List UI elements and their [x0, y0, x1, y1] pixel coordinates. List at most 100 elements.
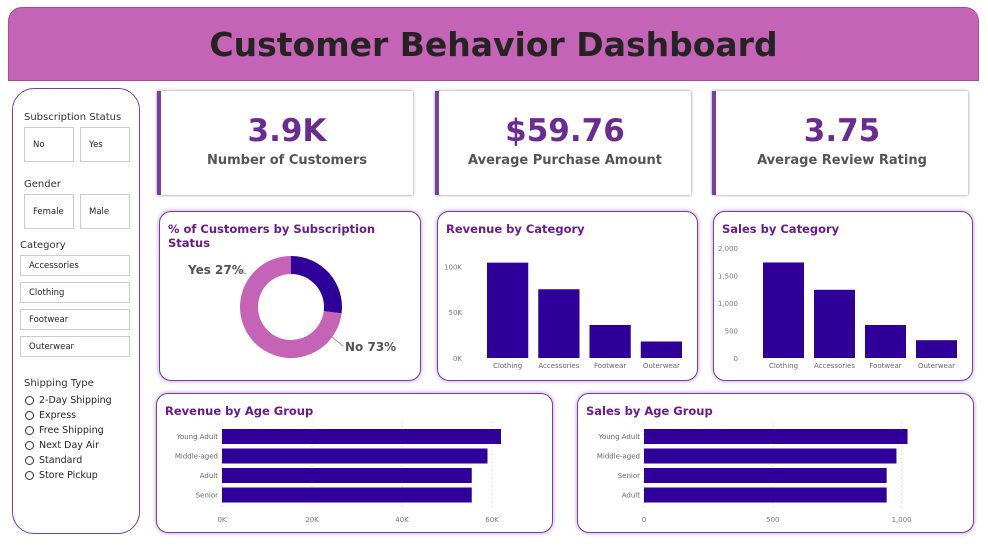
bar-adult: [222, 468, 472, 483]
x-tick-label: Accessories: [538, 362, 579, 370]
option-label: Store Pickup: [39, 470, 98, 481]
y-tick-label: Young Adult: [598, 433, 641, 441]
radio-icon[interactable]: [25, 411, 34, 420]
y-tick-label: 1,500: [718, 273, 738, 281]
gender-male-tile[interactable]: Male: [80, 194, 130, 229]
subscription-filter-label: Subscription Status: [24, 112, 122, 123]
bar-middle-aged: [222, 448, 488, 464]
y-tick-label: 100K: [444, 263, 462, 271]
x-tick-label: 40K: [395, 516, 409, 524]
option-label: Express: [39, 410, 77, 421]
bar-clothing: [487, 262, 529, 358]
option-label: Standard: [39, 455, 83, 466]
shipping-option[interactable]: Store Pickup: [25, 470, 98, 481]
bar-middle-aged: [644, 448, 897, 464]
x-tick-label: 60K: [485, 516, 499, 524]
y-tick-label: Young Adult: [176, 433, 219, 441]
x-tick-label: Clothing: [769, 362, 798, 370]
bar-accessories: [538, 289, 580, 358]
dashboard-header: Customer Behavior Dashboard: [8, 7, 979, 81]
bar-outerwear: [640, 341, 682, 358]
x-tick-label: Accessories: [814, 362, 855, 370]
subscription-no-tile[interactable]: No: [24, 127, 74, 162]
radio-icon[interactable]: [25, 456, 34, 465]
x-tick-label: Outerwear: [643, 362, 680, 370]
x-tick-label: Footwear: [594, 362, 626, 370]
donut-slice-no: [240, 256, 342, 358]
chart-canvas: Yes 27% No 73%: [187, 256, 396, 358]
category-clothing-tile[interactable]: Clothing: [20, 282, 130, 303]
chart-canvas: 0K 50K 100K Clothing Accessories Footwear Oute…: [444, 262, 682, 370]
y-tick-label: 1,000: [718, 300, 738, 308]
chart-canvas: 0K 20K 40K 60K Young Adult Middle-aged Adult Se…: [175, 422, 501, 524]
kpi-card-customers: 3.9K Number of Customers: [157, 91, 413, 195]
y-tick-label: 500: [725, 328, 738, 336]
donut-label-yes: Yes 27%: [187, 263, 244, 277]
category-footwear-tile[interactable]: Footwear: [20, 309, 130, 330]
filter-panel: Subscription Status No Yes Gender Female…: [12, 88, 140, 534]
chart-canvas: 0 500 1,000 1,500 2,000 Clothing Accessories Fo…: [718, 245, 957, 370]
x-tick-label: Footwear: [869, 362, 901, 370]
revenue-by-age-card: Revenue by Age Group 0K 20K 40K 60K Young Ad…: [156, 393, 553, 533]
bar-young-adult: [644, 429, 908, 444]
chart-title: % of Customers by Subscription Status: [168, 222, 376, 250]
y-tick-label: Adult: [622, 492, 640, 500]
leader-line: [237, 269, 247, 275]
sales-by-category-card: Sales by Category 0 500 1,000 1,500 2,000 Clo…: [713, 211, 973, 381]
page-title: Customer Behavior Dashboard: [209, 24, 778, 64]
leader-line: [331, 336, 344, 347]
kpi-label: Average Review Rating: [757, 153, 927, 168]
bar-footwear: [589, 325, 631, 358]
y-tick-label: 50K: [449, 309, 463, 317]
kpi-value: 3.75: [803, 113, 881, 149]
chart-title: Revenue by Age Group: [165, 404, 314, 418]
y-tick-label: Middle-aged: [597, 453, 640, 461]
donut-slice-yes: [291, 256, 342, 314]
chart-title: Revenue by Category: [446, 222, 585, 236]
y-tick-label: 0: [734, 355, 738, 363]
bar-outerwear: [916, 340, 957, 358]
shipping-filter-label: Shipping Type: [24, 378, 94, 389]
bar-young-adult: [222, 429, 501, 444]
chart-title: Sales by Category: [722, 222, 840, 236]
radio-icon[interactable]: [25, 396, 34, 405]
kpi-value: 3.9K: [247, 113, 327, 149]
shipping-option[interactable]: Free Shipping: [25, 425, 104, 436]
sales-by-age-card: Sales by Age Group 0 500 1,000 Young Adult M…: [577, 393, 974, 533]
x-tick-label: 0K: [217, 516, 226, 524]
shipping-option[interactable]: Express: [25, 410, 76, 421]
x-tick-label: Outerwear: [918, 362, 955, 370]
kpi-value: $59.76: [505, 113, 625, 149]
gender-filter-label: Gender: [24, 179, 61, 190]
kpi-card-rating: 3.75 Average Review Rating: [712, 91, 968, 195]
bar-accessories: [814, 289, 855, 358]
y-tick-label: Adult: [200, 472, 218, 480]
y-tick-label: Middle-aged: [175, 453, 218, 461]
x-tick-label: 1,000: [892, 516, 912, 524]
x-tick-label: 20K: [305, 516, 319, 524]
x-tick-label: 500: [766, 516, 779, 524]
shipping-option[interactable]: 2-Day Shipping: [25, 395, 112, 406]
chart-title: Sales by Age Group: [586, 404, 713, 418]
revenue-by-category-card: Revenue by Category 0K 50K 100K Clothing Acc…: [437, 211, 698, 381]
x-tick-label: Clothing: [493, 362, 522, 370]
bar-senior: [222, 487, 472, 503]
radio-icon[interactable]: [25, 471, 34, 480]
shipping-option[interactable]: Standard: [25, 455, 82, 466]
radio-icon[interactable]: [25, 441, 34, 450]
radio-icon[interactable]: [25, 426, 34, 435]
bar-footwear: [865, 325, 906, 358]
chart-canvas: 0 500 1,000 Young Adult Middle-aged Senior Adu…: [597, 422, 912, 524]
category-outerwear-tile[interactable]: Outerwear: [20, 336, 130, 357]
kpi-label: Average Purchase Amount: [468, 153, 662, 168]
kpi-label: Number of Customers: [206, 153, 368, 168]
y-tick-label: Senior: [618, 472, 640, 480]
category-accessories-tile[interactable]: Accessories: [20, 255, 130, 276]
gender-female-tile[interactable]: Female: [24, 194, 74, 229]
bar-senior: [644, 468, 887, 483]
y-tick-label: 0K: [453, 355, 462, 363]
option-label: Next Day Air: [39, 440, 99, 451]
subscription-yes-tile[interactable]: Yes: [80, 127, 130, 162]
shipping-option[interactable]: Next Day Air: [25, 440, 99, 451]
option-label: 2-Day Shipping: [39, 395, 112, 406]
